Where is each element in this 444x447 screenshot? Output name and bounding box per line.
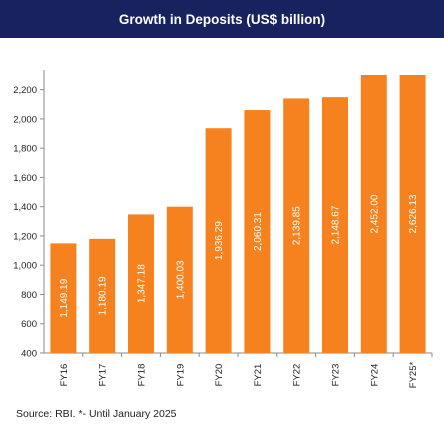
bar <box>166 206 193 353</box>
bar-value-label: 1,400.03 <box>175 260 186 299</box>
x-tick-label: FY20 <box>214 364 225 387</box>
x-tick-label: FY25* <box>408 361 419 388</box>
x-tick-label: FY18 <box>137 364 148 387</box>
bar <box>283 98 310 354</box>
x-tick-label: FY22 <box>292 364 303 387</box>
bar-value-label: 1,180.19 <box>98 276 109 315</box>
x-tick-label: FY23 <box>331 364 342 387</box>
bar <box>322 97 348 353</box>
bar-value-label: 1,347.18 <box>137 264 148 303</box>
y-tick-label: 1,800 <box>13 144 37 155</box>
bar-value-label: 1,149.19 <box>59 278 70 317</box>
y-tick-label: 400 <box>21 349 37 360</box>
x-tick-label: FY19 <box>175 364 186 387</box>
bar-value-label: 2,139.85 <box>292 206 303 245</box>
bar-value-label: 2,626.13 <box>408 194 419 233</box>
y-tick-label: 800 <box>21 290 37 301</box>
x-tick-label: FY24 <box>369 364 380 387</box>
y-tick-label: 600 <box>21 319 37 330</box>
bar-value-label: 1,936.29 <box>214 221 225 260</box>
y-tick-label: 1,600 <box>13 173 37 184</box>
bar <box>89 238 116 353</box>
source-note: Source: RBI. *- Until January 2025 <box>16 408 177 420</box>
bar-chart: 400 600 800 1,000 1,200 1,400 1,600 1,800 2,000 2… <box>13 70 433 388</box>
x-tick-label: FY17 <box>98 364 109 387</box>
x-tick-label: FY16 <box>59 364 70 387</box>
x-tick-label: FY21 <box>253 364 264 387</box>
y-tick-label: 1,400 <box>13 202 37 213</box>
bar-value-label: 2,060.31 <box>253 212 264 251</box>
bar-value-label: 2,452.00 <box>369 194 380 233</box>
bar <box>360 75 387 353</box>
y-tick-label: 2,200 <box>13 85 37 96</box>
chart-title: Growth in Deposits (US$ billion) <box>118 11 326 27</box>
bar-value-label: 2,148.67 <box>331 205 342 244</box>
chart-header: Growth in Deposits (US$ billion) <box>0 0 444 38</box>
bar <box>244 110 271 353</box>
bar <box>50 243 77 353</box>
y-tick-label: 1,200 <box>13 231 37 242</box>
y-tick-label: 1,000 <box>13 261 37 272</box>
y-tick-label: 2,000 <box>13 114 37 125</box>
bar <box>399 75 426 353</box>
bar <box>128 214 154 353</box>
bar <box>205 128 232 353</box>
